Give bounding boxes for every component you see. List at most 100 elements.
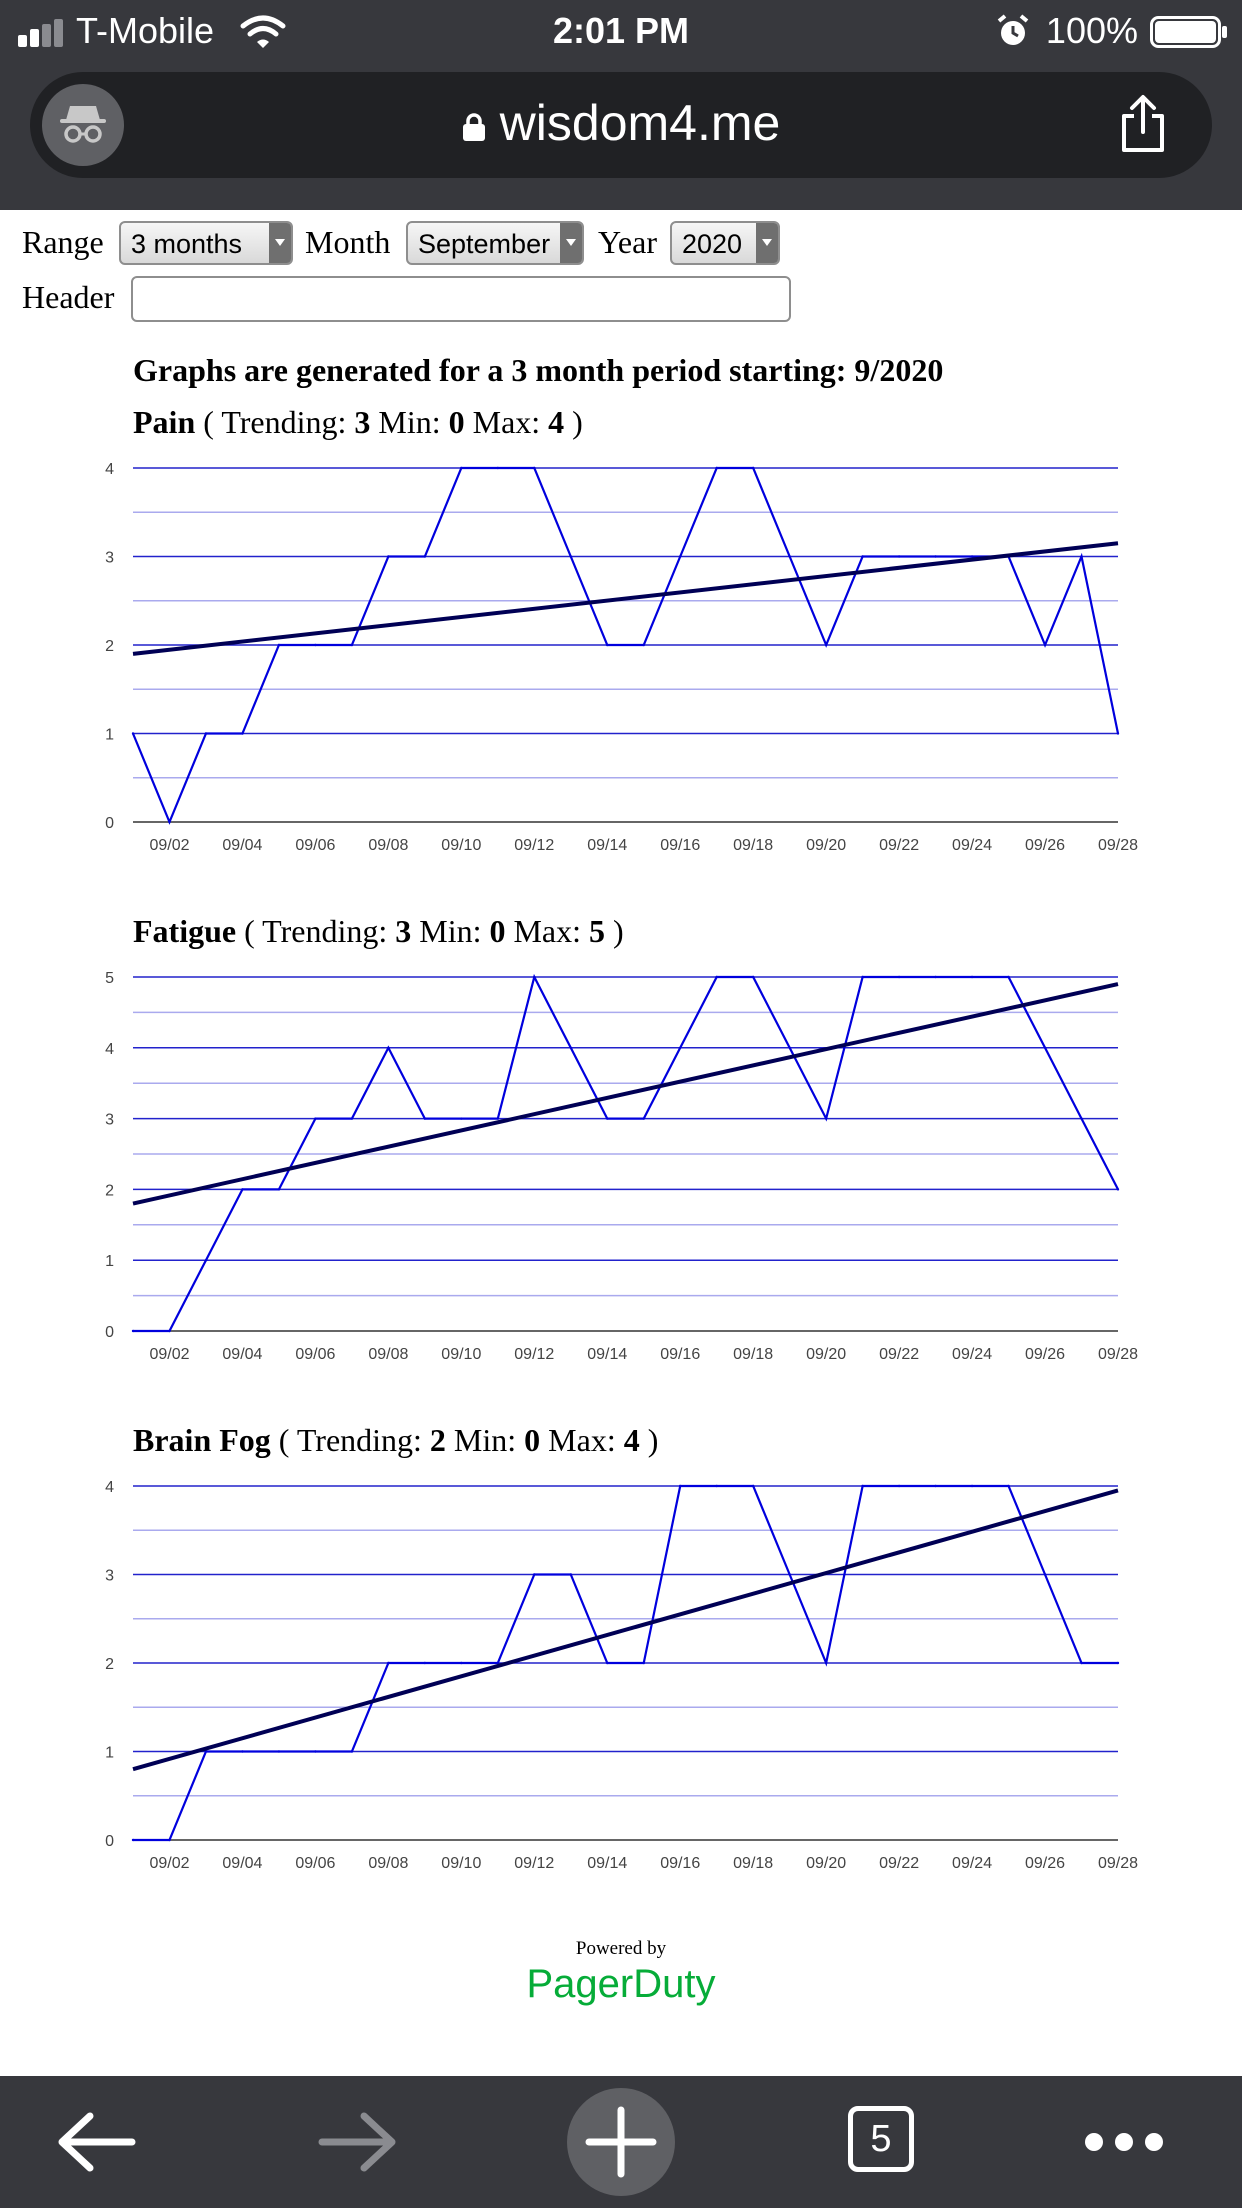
data-point: [788, 555, 791, 558]
y-tick-label: 2: [105, 1182, 114, 1199]
line-chart: 0 1 2 3 4 09/02 09/04 09/06 09/08 09/10 09/12 09/14…: [105, 1479, 1138, 1872]
data-point: [496, 466, 500, 470]
data-point: [496, 1661, 500, 1665]
data-point: [387, 1046, 390, 1049]
more-options-icon[interactable]: [1082, 2076, 1166, 2208]
x-tick-label: 09/26: [1025, 1855, 1065, 1872]
data-point: [934, 1484, 937, 1488]
data-point: [1080, 1117, 1083, 1120]
incognito-icon[interactable]: [42, 84, 124, 166]
data-point: [934, 555, 937, 558]
alarm-icon: [997, 14, 1029, 45]
data-point: [131, 732, 135, 735]
month-select[interactable]: September: [406, 221, 584, 265]
new-tab-plus-icon[interactable]: [566, 2076, 676, 2208]
url-text[interactable]: wisdom4.me: [30, 94, 1212, 152]
carrier-name: T-Mobile: [76, 10, 215, 51]
lock-icon: [462, 113, 485, 141]
data-point: [131, 1838, 135, 1842]
data-point: [751, 975, 755, 979]
min-label: Min:: [453, 1422, 517, 1458]
max-label: Max:: [513, 913, 582, 949]
year-label: Year: [598, 224, 657, 260]
data-point: [204, 1259, 208, 1262]
data-point: [897, 1484, 901, 1488]
data-point: [970, 555, 974, 558]
y-tick-label: 1: [105, 727, 114, 744]
data-point: [788, 1573, 791, 1576]
x-tick-label: 09/08: [368, 1855, 408, 1872]
tab-switcher-button[interactable]: 5: [848, 2106, 914, 2172]
data-point: [241, 732, 244, 735]
data-point: [642, 643, 645, 647]
range-select[interactable]: 3 months: [119, 221, 293, 265]
back-arrow-icon[interactable]: [50, 2076, 142, 2208]
title-punctuation: [446, 1422, 454, 1458]
data-point: [277, 643, 281, 647]
range-select-value: 3 months: [131, 229, 243, 259]
max-label: Max:: [548, 1422, 616, 1458]
data-point: [606, 1661, 609, 1665]
title-punctuation: [581, 913, 589, 949]
pagerduty-logo[interactable]: PagerDuty: [526, 1962, 716, 2006]
data-point: [204, 732, 208, 735]
data-point: [788, 1046, 791, 1049]
title-punctuation: (: [236, 913, 263, 949]
y-tick-label: 1: [105, 1745, 114, 1762]
header-input[interactable]: [131, 276, 791, 322]
x-tick-label: 09/14: [587, 837, 627, 854]
x-tick-label: 09/20: [806, 1346, 846, 1363]
share-icon[interactable]: [1118, 94, 1168, 154]
x-tick-label: 09/04: [222, 1855, 262, 1872]
data-point: [314, 1117, 317, 1120]
trending-value: 3: [354, 404, 371, 440]
x-tick-label: 09/20: [806, 1855, 846, 1872]
chart-title: Brain Fog ( Trending: 2 Min: 0 Max: 4 ): [133, 1422, 658, 1459]
x-tick-label: 09/10: [441, 1855, 481, 1872]
data-point: [460, 1117, 463, 1120]
trend-line: [132, 1488, 1119, 1772]
data-point: [715, 466, 718, 470]
forward-arrow-icon[interactable]: [312, 2076, 404, 2208]
data-point: [1080, 555, 1083, 558]
trend-line: [132, 541, 1119, 656]
month-label: Month: [305, 224, 391, 260]
line-chart: 0 1 2 3 4 09/02 09/04 09/06 09/08 09/10 09/12 09/14…: [105, 461, 1138, 854]
year-select[interactable]: 2020: [670, 221, 780, 265]
x-tick-label: 09/24: [952, 837, 992, 854]
x-tick-label: 09/02: [149, 1855, 189, 1872]
x-tick-label: 09/16: [660, 837, 700, 854]
data-point: [1043, 1046, 1047, 1049]
series-line: [133, 973, 1119, 1333]
powered-by-label: Powered by: [575, 1938, 667, 1959]
x-tick-label: 09/04: [222, 1346, 262, 1363]
data-point: [679, 1046, 682, 1049]
data-point: [168, 1329, 171, 1333]
x-tick-label: 09/14: [587, 1855, 627, 1872]
clock-time: 2:01 PM: [552, 10, 690, 51]
max-value: 4: [548, 404, 565, 440]
data-point: [1007, 1484, 1010, 1488]
data-point: [314, 643, 317, 647]
data-point: [241, 1188, 244, 1191]
x-tick-label: 09/28: [1098, 1346, 1138, 1363]
min-label: Min:: [419, 913, 482, 949]
x-tick-label: 09/22: [879, 1855, 919, 1872]
data-point: [1116, 732, 1120, 735]
x-tick-label: 09/24: [952, 1855, 992, 1872]
y-tick-label: 2: [105, 638, 114, 655]
data-point: [131, 1329, 135, 1333]
data-point: [533, 466, 536, 470]
browser-chrome-top: T-Mobile 2:01 PM 100%: [0, 0, 1242, 210]
data-point: [1043, 1573, 1047, 1576]
title-punctuation: [516, 1422, 524, 1458]
x-tick-label: 09/28: [1098, 837, 1138, 854]
address-bar[interactable]: wisdom4.me: [30, 72, 1212, 178]
chevron-down-icon: [560, 223, 582, 263]
chart-name: Pain: [133, 404, 196, 440]
x-tick-label: 09/28: [1098, 1855, 1138, 1872]
min-label: Min:: [378, 404, 441, 440]
data-point: [423, 555, 427, 558]
x-tick-label: 09/04: [222, 837, 262, 854]
x-tick-label: 09/06: [295, 837, 335, 854]
